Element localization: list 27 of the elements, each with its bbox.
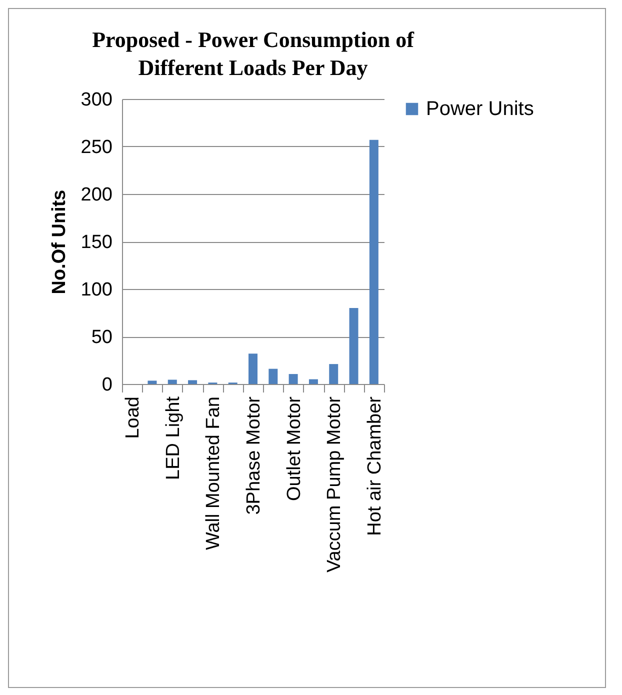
- y-tick-label: 150: [80, 232, 112, 253]
- y-tick-label: 250: [80, 137, 112, 158]
- bar: [268, 368, 278, 384]
- chart-title: Proposed - Power Consumption of Different Loads Per Day: [92, 27, 415, 80]
- x-tick-label: Wall Mounted Fan: [203, 396, 224, 550]
- bar: [329, 364, 338, 384]
- bar: [369, 140, 378, 384]
- y-tick-label: 0: [102, 374, 112, 396]
- x-tick-label: Load: [122, 396, 144, 439]
- bar: [148, 380, 157, 384]
- y-axis-title: No.Of Units: [48, 190, 70, 294]
- x-tick-label: Outlet Motor: [284, 396, 305, 502]
- x-tick-label: Vaccum Pump Motor: [324, 396, 346, 572]
- legend-label: Power Units: [426, 98, 534, 120]
- bar: [308, 379, 318, 384]
- y-tick-label: 50: [91, 327, 112, 348]
- x-tick-label: LED Light: [162, 396, 184, 480]
- bar: [188, 380, 198, 384]
- y-tick-label: 200: [80, 184, 112, 206]
- x-tick-label: 3Phase Motor: [244, 396, 264, 515]
- bar: [288, 374, 298, 384]
- bar: [248, 354, 258, 384]
- y-tick-label: 300: [80, 90, 112, 110]
- y-tick-label: 100: [80, 280, 112, 300]
- x-tick-label: Hot air Chamber: [364, 396, 386, 536]
- bar: [349, 308, 358, 384]
- bar: [168, 380, 177, 384]
